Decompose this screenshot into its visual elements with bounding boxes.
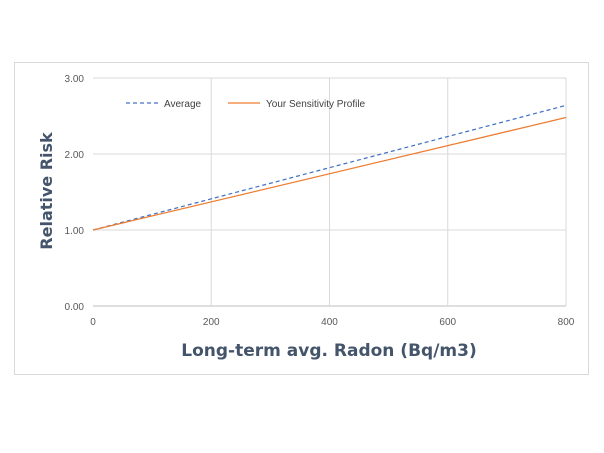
legend-label: Your Sensitivity Profile — [266, 99, 366, 110]
y-tick-label: 3.00 — [65, 74, 85, 85]
series — [92, 104, 567, 231]
grid — [93, 77, 567, 307]
x-tick-label: 800 — [558, 317, 575, 328]
y-tick-label: 1.00 — [65, 226, 85, 237]
series-line-your-sensitivity-profile — [92, 116, 567, 231]
x-axis-title: Long-term avg. Radon (Bq/m3) — [181, 341, 476, 361]
x-tick-label: 600 — [439, 317, 456, 328]
axes: 0.00 1.00 2.00 3.00 0 200 400 600 800 — [65, 74, 575, 328]
x-tick-label: 400 — [321, 317, 338, 328]
legend: Average Your Sensitivity Profile — [126, 99, 366, 110]
chart-frame — [14, 62, 589, 375]
x-tick-label: 0 — [90, 317, 96, 328]
y-tick-label: 0.00 — [65, 302, 85, 313]
series-line-average — [92, 104, 567, 231]
legend-label: Average — [164, 99, 202, 110]
y-tick-label: 2.00 — [65, 150, 85, 161]
x-tick-label: 200 — [203, 317, 220, 328]
y-axis-title: Relative Risk — [37, 132, 56, 250]
